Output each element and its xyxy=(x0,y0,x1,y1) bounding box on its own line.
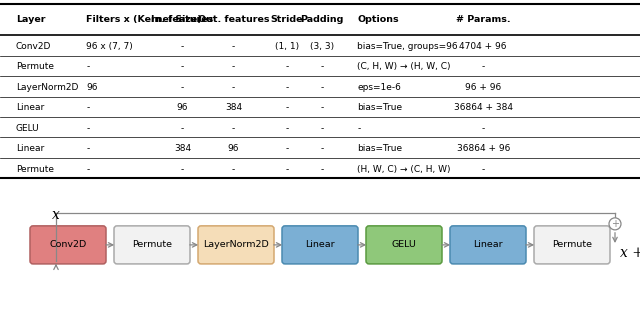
Text: -: - xyxy=(320,165,324,174)
Text: -: - xyxy=(232,83,236,92)
Text: 96: 96 xyxy=(86,83,98,92)
Text: 36864 + 384: 36864 + 384 xyxy=(454,103,513,112)
Text: 96: 96 xyxy=(228,144,239,153)
Text: -: - xyxy=(285,165,289,174)
Text: x: x xyxy=(52,208,60,222)
Text: -: - xyxy=(86,144,90,153)
Text: (1, 1): (1, 1) xyxy=(275,42,299,51)
Text: -: - xyxy=(320,83,324,92)
FancyBboxPatch shape xyxy=(450,226,526,264)
Circle shape xyxy=(609,218,621,230)
Text: -: - xyxy=(285,83,289,92)
Text: 4704 + 96: 4704 + 96 xyxy=(460,42,507,51)
FancyBboxPatch shape xyxy=(198,226,274,264)
Text: Out. features: Out. features xyxy=(198,15,269,24)
Text: Conv2D: Conv2D xyxy=(49,240,86,249)
Text: Permute: Permute xyxy=(16,165,54,174)
Text: LayerNorm2D: LayerNorm2D xyxy=(203,240,269,249)
Text: -: - xyxy=(357,124,360,133)
Text: -: - xyxy=(481,165,485,174)
FancyBboxPatch shape xyxy=(30,226,106,264)
Text: eps=1e-6: eps=1e-6 xyxy=(357,83,401,92)
FancyBboxPatch shape xyxy=(282,226,358,264)
Text: Options: Options xyxy=(357,15,399,24)
Text: -: - xyxy=(320,144,324,153)
Text: -: - xyxy=(285,124,289,133)
Text: Padding: Padding xyxy=(300,15,344,24)
Text: 36864 + 96: 36864 + 96 xyxy=(456,144,510,153)
Text: (3, 3): (3, 3) xyxy=(310,42,334,51)
Text: Conv2D: Conv2D xyxy=(16,42,51,51)
Text: Stride: Stride xyxy=(271,15,303,24)
Text: -: - xyxy=(232,42,236,51)
Text: -: - xyxy=(285,144,289,153)
Text: Permute: Permute xyxy=(16,62,54,71)
Text: -: - xyxy=(232,62,236,71)
Text: Linear: Linear xyxy=(473,240,503,249)
Text: -: - xyxy=(180,42,184,51)
Text: GELU: GELU xyxy=(16,124,40,133)
Text: -: - xyxy=(180,165,184,174)
FancyBboxPatch shape xyxy=(114,226,190,264)
Text: Permute: Permute xyxy=(552,240,592,249)
Text: -: - xyxy=(86,165,90,174)
Text: -: - xyxy=(86,103,90,112)
Text: -: - xyxy=(232,165,236,174)
FancyBboxPatch shape xyxy=(366,226,442,264)
Text: -: - xyxy=(86,62,90,71)
Text: -: - xyxy=(481,124,485,133)
Text: 384: 384 xyxy=(174,144,191,153)
Text: -: - xyxy=(285,62,289,71)
Text: -: - xyxy=(86,124,90,133)
Text: x + f(x): x + f(x) xyxy=(620,246,640,260)
Text: -: - xyxy=(320,124,324,133)
Text: Linear: Linear xyxy=(16,103,44,112)
Text: bias=True, groups=96: bias=True, groups=96 xyxy=(357,42,458,51)
Text: -: - xyxy=(285,103,289,112)
Text: -: - xyxy=(481,62,485,71)
Text: (C, H, W) → (H, W, C): (C, H, W) → (H, W, C) xyxy=(357,62,451,71)
Text: 96 + 96: 96 + 96 xyxy=(465,83,501,92)
Text: In. features: In. features xyxy=(151,15,214,24)
Text: bias=True: bias=True xyxy=(357,144,403,153)
Text: -: - xyxy=(320,103,324,112)
Text: Permute: Permute xyxy=(132,240,172,249)
Text: +: + xyxy=(611,219,619,229)
Text: bias=True: bias=True xyxy=(357,103,403,112)
Text: (H, W, C) → (C, H, W): (H, W, C) → (C, H, W) xyxy=(357,165,451,174)
Text: -: - xyxy=(180,124,184,133)
Text: 384: 384 xyxy=(225,103,242,112)
FancyBboxPatch shape xyxy=(534,226,610,264)
Text: 96 x (7, 7): 96 x (7, 7) xyxy=(86,42,133,51)
Text: -: - xyxy=(320,62,324,71)
Text: Linear: Linear xyxy=(16,144,44,153)
Text: -: - xyxy=(180,62,184,71)
Text: 96: 96 xyxy=(177,103,188,112)
Text: -: - xyxy=(232,124,236,133)
Text: Linear: Linear xyxy=(305,240,335,249)
Text: GELU: GELU xyxy=(392,240,417,249)
Text: -: - xyxy=(180,83,184,92)
Text: LayerNorm2D: LayerNorm2D xyxy=(16,83,78,92)
Text: # Params.: # Params. xyxy=(456,15,511,24)
Text: Layer: Layer xyxy=(16,15,45,24)
Text: Filters x (Kernel Size): Filters x (Kernel Size) xyxy=(86,15,202,24)
